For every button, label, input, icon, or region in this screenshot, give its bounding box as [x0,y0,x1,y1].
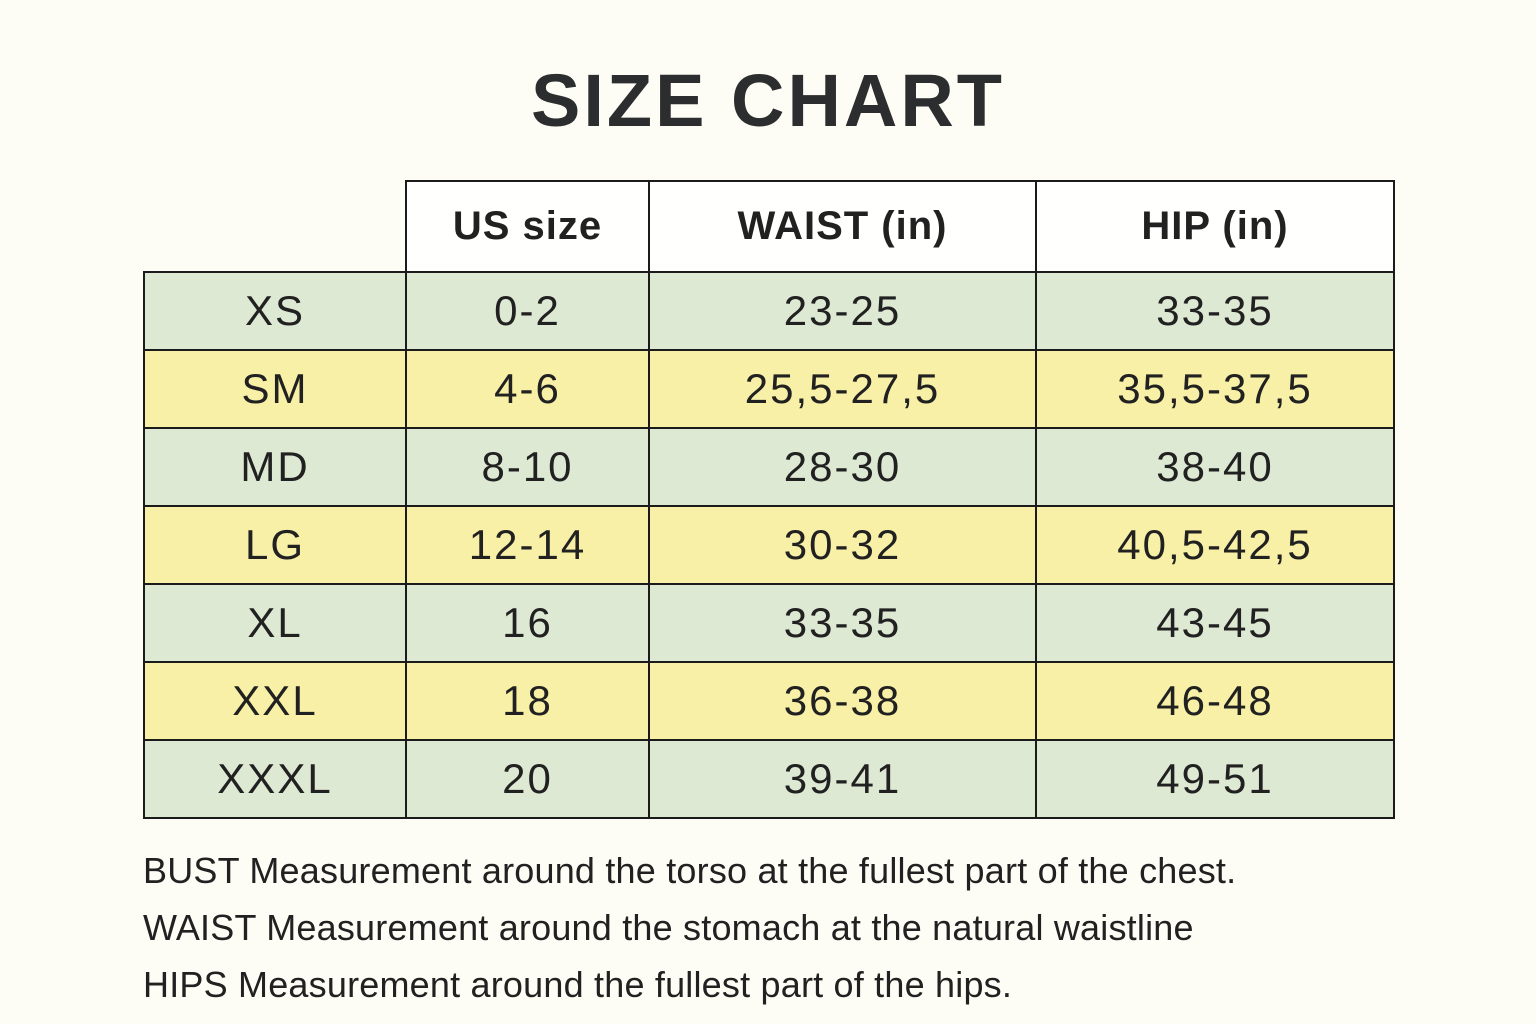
us-size-cell: 0-2 [405,271,650,351]
waist-cell: 39-41 [648,739,1037,819]
header-blank-cell [144,181,406,272]
table-row-xs: XS 0-2 23-25 33-35 [143,271,1395,351]
hip-cell: 38-40 [1035,427,1395,507]
note-waist: WAIST Measurement around the stomach at … [143,907,1194,948]
size-cell: XXXL [143,739,407,819]
size-cell: XS [143,271,407,351]
waist-cell: 36-38 [648,661,1037,741]
hip-cell: 40,5-42,5 [1035,505,1395,585]
hip-cell: 35,5-37,5 [1035,349,1395,429]
size-cell: LG [143,505,407,585]
page-title: SIZE CHART [531,59,1005,142]
size-cell: XL [143,583,407,663]
table-row-sm: SM 4-6 25,5-27,5 35,5-37,5 [143,349,1395,429]
table-row-md: MD 8-10 28-30 38-40 [143,427,1395,507]
size-table: US size WAIST (in) HIP (in) XS 0-2 23-25… [143,180,1395,819]
table-row-xxxl: XXXL 20 39-41 49-51 [143,739,1395,819]
size-cell: MD [143,427,407,507]
header-waist: WAIST (in) [648,180,1037,273]
size-cell: XXL [143,661,407,741]
hip-cell: 49-51 [1035,739,1395,819]
note-bust: BUST Measurement around the torso at the… [143,850,1237,891]
waist-cell: 23-25 [648,271,1037,351]
us-size-cell: 16 [405,583,650,663]
table-row-xxl: XXL 18 36-38 46-48 [143,661,1395,741]
table-row-lg: LG 12-14 30-32 40,5-42,5 [143,505,1395,585]
header-hip: HIP (in) [1035,180,1395,273]
us-size-cell: 20 [405,739,650,819]
header-us-size: US size [405,180,650,273]
hip-cell: 33-35 [1035,271,1395,351]
waist-cell: 28-30 [648,427,1037,507]
table-row-xl: XL 16 33-35 43-45 [143,583,1395,663]
hip-cell: 43-45 [1035,583,1395,663]
note-hips: HIPS Measurement around the fullest part… [143,964,1013,1005]
waist-cell: 33-35 [648,583,1037,663]
size-cell: SM [143,349,407,429]
us-size-cell: 18 [405,661,650,741]
hip-cell: 46-48 [1035,661,1395,741]
us-size-cell: 12-14 [405,505,650,585]
us-size-cell: 4-6 [405,349,650,429]
header-row: US size WAIST (in) HIP (in) [144,180,1395,273]
us-size-cell: 8-10 [405,427,650,507]
waist-cell: 25,5-27,5 [648,349,1037,429]
measurement-notes: BUST Measurement around the torso at the… [143,842,1443,1013]
waist-cell: 30-32 [648,505,1037,585]
